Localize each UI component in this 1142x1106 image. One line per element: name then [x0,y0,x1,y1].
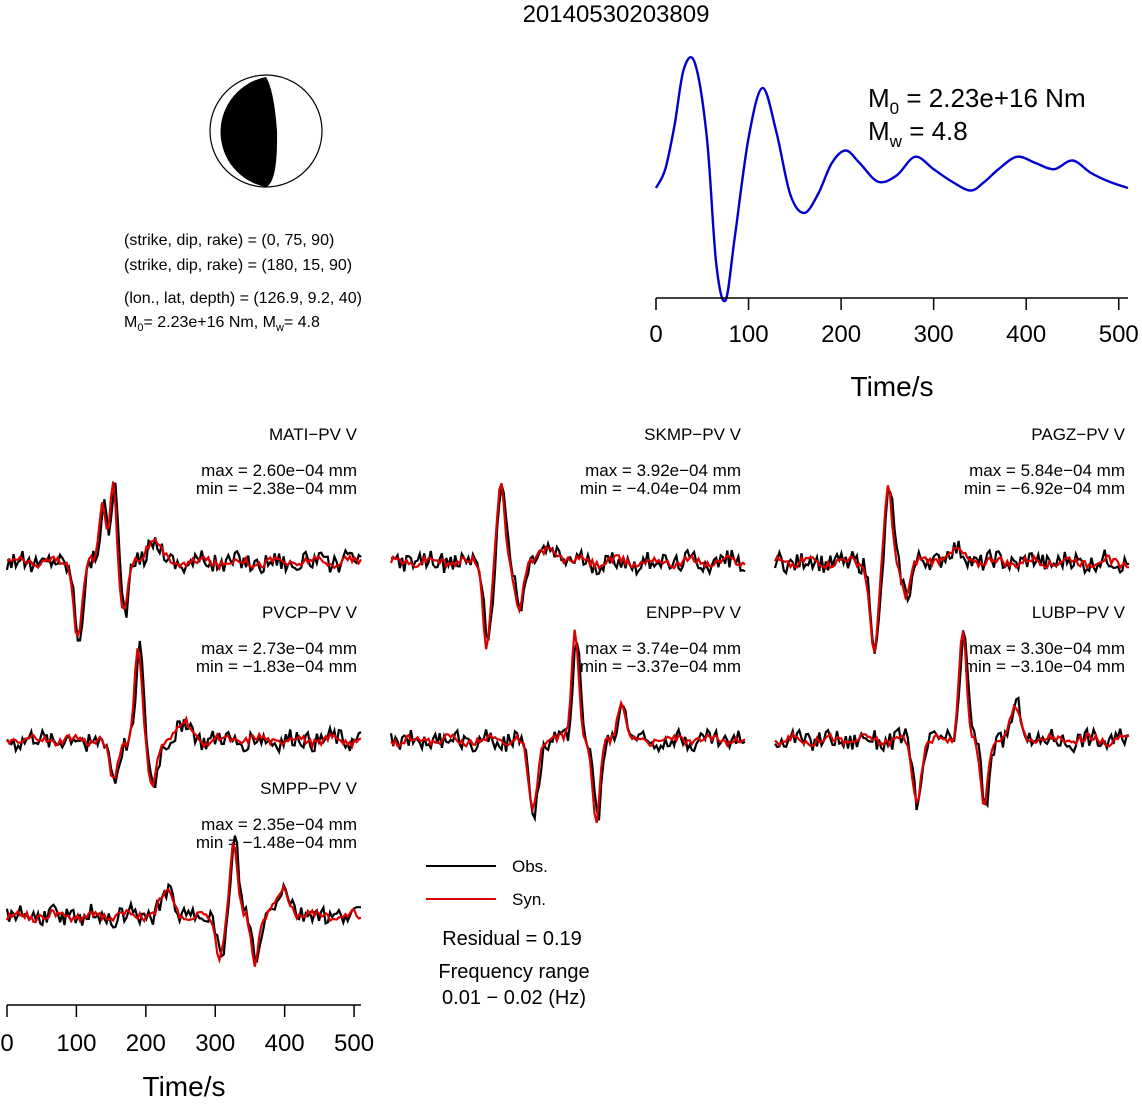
station-min: min = −3.37e−04 mm [580,657,741,676]
stf-tick-label: 0 [649,321,662,348]
synthetic-waveform [774,485,1130,653]
station-max: max = 3.92e−04 mm [585,461,741,480]
stf-mw-label: Mw = 4.8 [868,116,968,151]
residual-text: Residual = 0.19 [442,928,582,950]
nodal-plane-1: (strike, dip, rake) = (0, 75, 90) [124,232,334,249]
wave-tick-label: 500 [334,1030,374,1057]
frequency-range: 0.01 − 0.02 (Hz) [442,987,586,1009]
station-name: LUBP−PV V [1032,603,1126,622]
wave-tick-label: 200 [126,1030,166,1057]
synthetic-waveform [6,481,362,639]
station-name: MATI−PV V [269,425,358,444]
moment-text: M0= 2.23e+16 Nm, Mw= 4.8 [124,314,320,334]
stf-tick-label: 400 [1006,321,1046,348]
station-name: PVCP−PV V [262,603,358,622]
stf-tick-label: 200 [821,321,861,348]
station-min: min = −4.04e−04 mm [580,479,741,498]
legend-obs-label: Obs. [512,857,548,876]
waveform-xlabel: Time/s [143,1071,226,1102]
wave-tick-label: 300 [195,1030,235,1057]
nodal-plane-2: (strike, dip, rake) = (180, 15, 90) [124,257,352,274]
stf-xlabel: Time/s [851,371,934,402]
figure-title: 20140530203809 [523,1,710,28]
mechanism-info: (strike, dip, rake) = (0, 75, 90) (strik… [124,232,362,334]
station-max: max = 2.60e−04 mm [201,461,357,480]
stf-curve [654,55,1129,303]
station-min: min = −2.38e−04 mm [196,479,357,498]
station-max: max = 5.84e−04 mm [969,461,1125,480]
stf-tick-label: 100 [729,321,769,348]
frequency-title: Frequency range [438,961,589,983]
wave-tick-label: 0 [0,1030,13,1057]
legend-syn-label: Syn. [512,890,546,909]
station-name: SKMP−PV V [644,425,742,444]
station-name: SMPP−PV V [260,779,358,798]
station-min: min = −1.48e−04 mm [196,833,357,852]
synthetic-waveform [389,482,746,650]
station-name: ENPP−PV V [646,603,742,622]
observed-waveform [773,490,1130,654]
synthetic-waveform [390,629,746,824]
stf-m0-label: M0 = 2.23e+16 Nm [868,83,1086,118]
station-max: max = 2.73e−04 mm [201,639,357,658]
stf-ticks: 0 100 200 300 400 500 [649,298,1139,348]
wave-tick-label: 400 [265,1030,305,1057]
station-max: max = 3.30e−04 mm [969,639,1125,658]
beachball-icon [209,74,323,188]
synthetic-waveform [6,648,362,789]
observed-waveform [6,640,362,789]
observed-waveform [5,835,361,963]
synthetic-waveform [774,630,1130,806]
source-time-function: 0 100 200 300 400 500 Time/s M0 = 2.23e+16 Nm… [649,55,1139,402]
waveform-ticks: 0 100 200 300 400 500 [0,1005,374,1057]
station-min: min = −6.92e−04 mm [964,479,1125,498]
station-max: max = 2.35e−04 mm [201,815,357,834]
waveform-x-axis: 0 100 200 300 400 500 Time/s [0,1004,374,1102]
station-name: PAGZ−PV V [1031,425,1125,444]
station-min: min = −1.83e−04 mm [196,657,357,676]
legend: Obs. Syn. Residual = 0.19 Frequency rang… [426,857,590,1009]
stf-tick-label: 300 [914,321,954,348]
location-text: (lon., lat, depth) = (126.9, 9.2, 40) [124,290,362,307]
wave-tick-label: 100 [56,1030,96,1057]
station-min: min = −3.10e−04 mm [964,657,1125,676]
station-max: max = 3.74e−04 mm [585,639,741,658]
synthetic-waveform [5,841,362,967]
stf-tick-label: 500 [1099,321,1139,348]
